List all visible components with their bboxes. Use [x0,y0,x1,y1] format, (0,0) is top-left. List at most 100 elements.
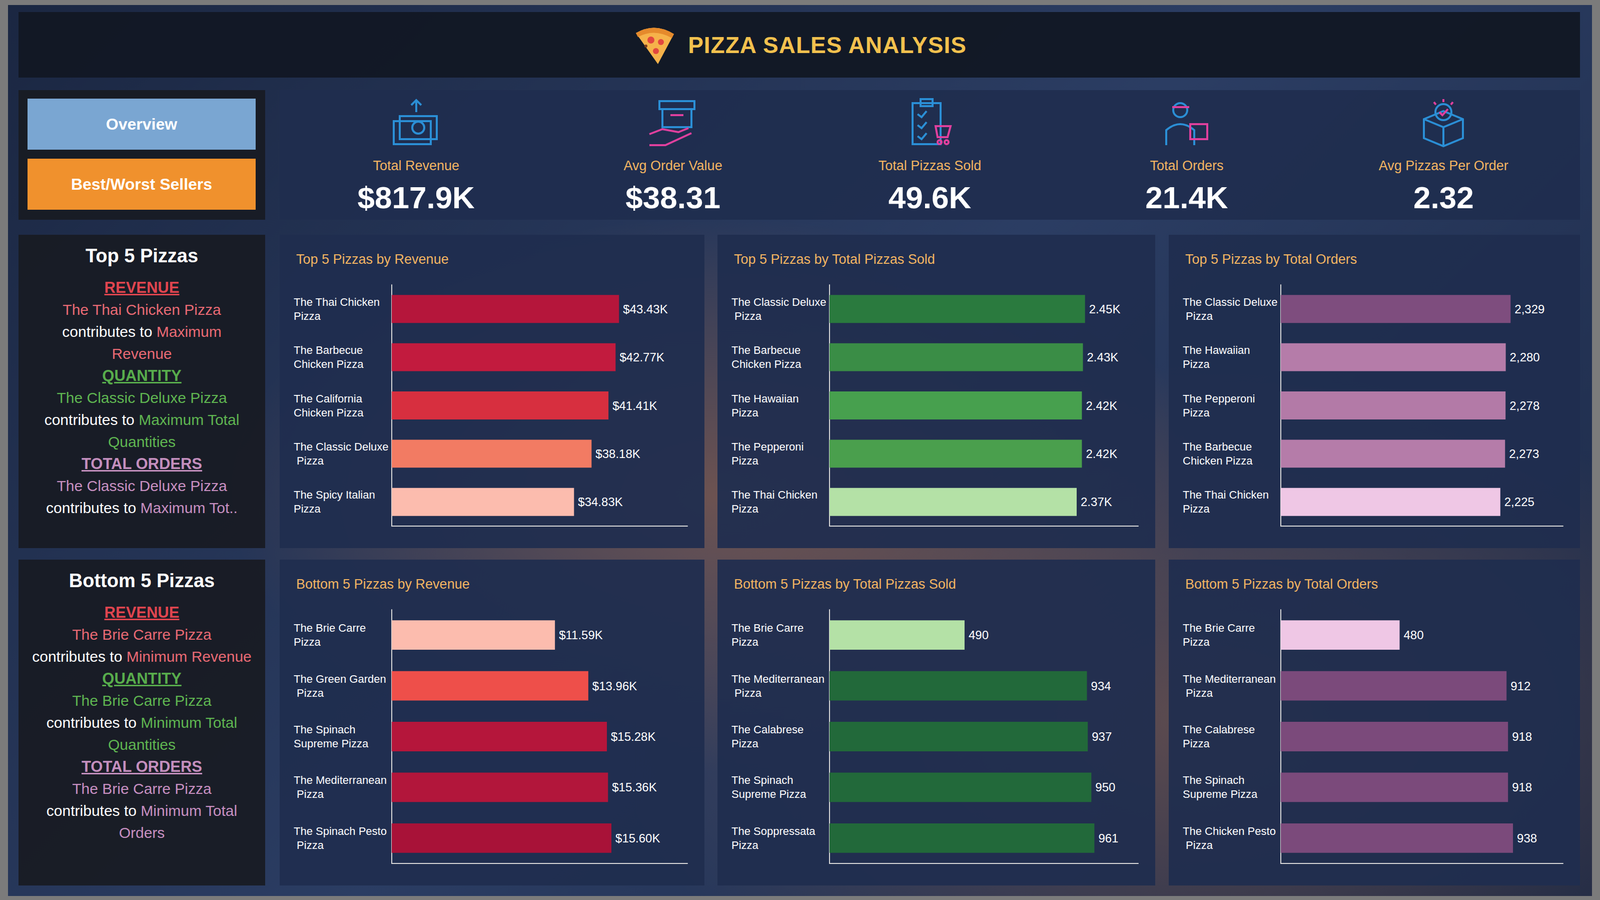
svg-text:Top 5 Pizzas by Total Orders: Top 5 Pizzas by Total Orders [1185,251,1357,267]
svg-text:480: 480 [1403,627,1424,642]
svg-text:Pizza: Pizza [293,502,322,515]
svg-text:Pizza: Pizza [731,838,759,852]
svg-text:Pizza: Pizza [1182,635,1211,648]
svg-text:Pizza: Pizza [1182,357,1211,371]
html-text:contributes to Maximum Total Q: contributes to Maximum Total Quantities [44,411,240,450]
svg-text:$11.59K: $11.59K [558,627,603,642]
svg-text:938: 938 [1516,831,1537,845]
svg-text:Top 5 Pizzas by Total Pizzas S: Top 5 Pizzas by Total Pizzas Sold [733,251,936,267]
svg-text:The Spicy Italian: The Spicy Italian [293,488,379,501]
svg-text:The Spinach: The Spinach [293,722,359,736]
svg-text:The Calabrese: The Calabrese [1182,722,1258,736]
svg-text:$34.83K: $34.83K [577,494,623,509]
svg-text:The Calabrese: The Calabrese [731,722,807,736]
svg-text:$42.77K: $42.77K [619,350,664,364]
svg-text:Pizza: Pizza [1182,838,1214,852]
svg-text:912: 912 [1510,678,1531,693]
svg-text:Pizza: Pizza [1182,502,1211,515]
svg-text:2,225: 2,225 [1504,494,1535,509]
svg-text:Pizza: Pizza [731,454,759,467]
svg-text:Pizza: Pizza [731,502,759,515]
svg-text:Pizza: Pizza [731,635,759,648]
html-text:contributes to Minimum Total O: contributes to Minimum Total Orders [46,802,238,841]
svg-text:Pizza: Pizza [293,635,322,648]
svg-text:Pizza: Pizza [1182,406,1211,419]
svg-text:The Mediterranean: The Mediterranean [293,773,387,786]
svg-text:918: 918 [1511,779,1532,794]
svg-text:2,273: 2,273 [1508,446,1539,461]
svg-text:937: 937 [1091,729,1112,743]
svg-text:The Hawaiian: The Hawaiian [731,392,803,405]
svg-text:Pizza: Pizza [293,686,325,699]
svg-text:Top 5 Pizzas by Revenue: Top 5 Pizzas by Revenue [296,251,449,267]
svg-text:The Thai Chicken: The Thai Chicken [1182,488,1272,501]
svg-text:Supreme Pizza: Supreme Pizza [731,787,807,800]
svg-text:The Spinach: The Spinach [1182,773,1248,786]
svg-text:Supreme Pizza: Supreme Pizza [293,736,369,750]
svg-text:The Thai Chicken: The Thai Chicken [293,295,383,309]
svg-text:Pizza: Pizza [293,838,325,852]
svg-text:2.42K: 2.42K [1085,398,1118,413]
svg-text:Bottom 5 Pizzas by Total Pizza: Bottom 5 Pizzas by Total Pizzas Sold [733,576,957,592]
svg-text:$15.36K: $15.36K [611,779,657,794]
svg-text:The Mediterranean: The Mediterranean [731,672,825,685]
svg-text:The Pepperoni: The Pepperoni [731,440,807,453]
svg-text:The Spinach: The Spinach [731,773,797,786]
svg-text:The Barbecue: The Barbecue [731,343,804,357]
svg-text:$41.41K: $41.41K [612,398,657,413]
svg-text:The Barbecue: The Barbecue [293,343,366,357]
svg-text:The Soppressata: The Soppressata [731,824,819,838]
svg-text:Bottom 5 Pizzas by Total Order: Bottom 5 Pizzas by Total Orders [1185,576,1378,592]
svg-text:The Hawaiian: The Hawaiian [1182,343,1254,357]
svg-text:The Green Garden: The Green Garden [293,672,387,685]
svg-text:2,278: 2,278 [1509,398,1540,413]
svg-text:Bottom 5 Pizzas by Revenue: Bottom 5 Pizzas by Revenue [296,576,470,592]
svg-text:Pizza: Pizza [293,309,322,323]
svg-text:The Pepperoni: The Pepperoni [1182,392,1258,405]
svg-text:Pizza: Pizza [1182,686,1214,699]
svg-text:The Brie Carre: The Brie Carre [293,621,369,634]
svg-text:The Classic Deluxe: The Classic Deluxe [1182,295,1278,309]
svg-text:950: 950 [1095,779,1116,794]
svg-text:The California: The California [293,392,366,405]
svg-text:Chicken Pizza: Chicken Pizza [731,357,802,371]
svg-text:The Thai Chicken: The Thai Chicken [731,488,821,501]
svg-text:Chicken Pizza: Chicken Pizza [1182,454,1253,467]
svg-text:Supreme Pizza: Supreme Pizza [1182,787,1258,800]
svg-text:2.45K: 2.45K [1089,302,1121,316]
svg-text:$43.43K: $43.43K [622,302,668,316]
svg-text:Pizza: Pizza [293,454,325,467]
svg-text:2,329: 2,329 [1514,302,1545,316]
svg-text:The Classic Deluxe: The Classic Deluxe [731,295,827,309]
svg-text:918: 918 [1511,729,1532,743]
svg-text:The Brie Carre: The Brie Carre [1182,621,1258,634]
svg-text:Pizza: Pizza [1182,736,1211,750]
svg-text:Pizza: Pizza [1182,309,1214,323]
svg-text:The Chicken Pesto: The Chicken Pesto [1182,824,1276,838]
svg-text:Pizza: Pizza [731,686,762,699]
svg-text:Pizza: Pizza [731,406,759,419]
svg-text:Pizza: Pizza [731,736,759,750]
svg-text:The Barbecue: The Barbecue [1182,440,1255,453]
html-text:contributes to Maximum Revenue: contributes to Maximum Revenue [62,323,222,362]
svg-text:961: 961 [1098,831,1119,845]
svg-text:2.42K: 2.42K [1085,446,1118,461]
svg-text:Chicken Pizza: Chicken Pizza [293,357,364,371]
svg-text:The Classic Deluxe: The Classic Deluxe [293,440,389,453]
svg-text:The Mediterranean: The Mediterranean [1182,672,1276,685]
svg-text:2.37K: 2.37K [1080,494,1113,509]
svg-text:Pizza: Pizza [293,787,325,800]
svg-text:Chicken Pizza: Chicken Pizza [293,406,364,419]
svg-text:$38.18K: $38.18K [595,446,640,461]
html-text:contributes to Minimum Total Q: contributes to Minimum Total Quantities [46,713,238,753]
svg-text:The Spinach Pesto: The Spinach Pesto [293,824,387,838]
svg-text:2,280: 2,280 [1509,350,1540,364]
svg-text:The Brie Carre: The Brie Carre [731,621,807,634]
svg-text:490: 490 [968,627,989,642]
svg-text:Pizza: Pizza [731,309,762,323]
svg-text:934: 934 [1091,678,1112,693]
svg-text:$15.60K: $15.60K [615,831,660,845]
svg-text:$15.28K: $15.28K [610,729,656,743]
svg-text:$13.96K: $13.96K [592,678,637,693]
svg-text:2.43K: 2.43K [1087,350,1119,364]
